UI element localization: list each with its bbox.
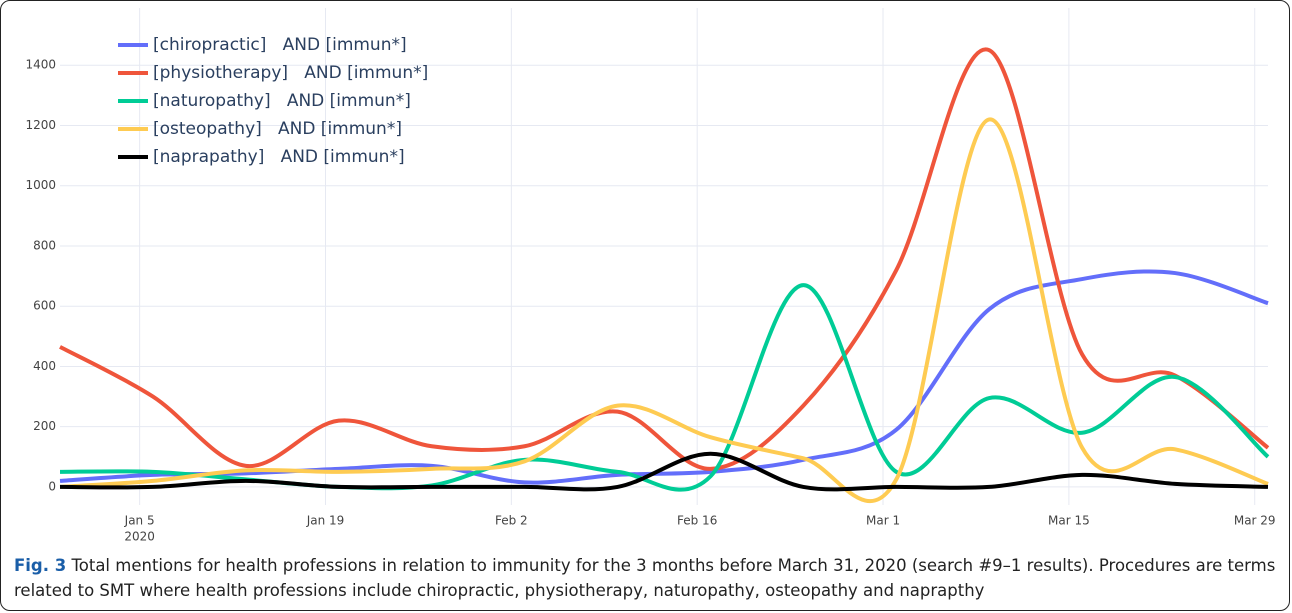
caption-text: Total mentions for health professions in… <box>14 556 1276 600</box>
y-tick-label: 1200 <box>25 118 56 132</box>
y-tick-label: 800 <box>33 238 56 252</box>
y-tick-label: 200 <box>33 419 56 433</box>
legend-text: [osteopathy] AND [immun*] <box>153 119 402 139</box>
series-line <box>59 451 1269 492</box>
caption-label: Fig. 3 <box>14 556 67 575</box>
x-tick-label: Feb 2 <box>495 514 528 528</box>
y-tick-label: 400 <box>33 359 56 373</box>
x-tick-label: Feb 16 <box>677 514 717 528</box>
chart: 0 200 400 600 800 1000 1200 1400 Jan 5 2020 Jan 19… <box>25 8 1276 544</box>
legend-text: [naturopathy] AND [immun*] <box>153 91 411 111</box>
y-tick-label: 1400 <box>25 58 56 72</box>
x-tick-label: Mar 29 <box>1234 514 1276 528</box>
series-line <box>59 283 1270 492</box>
series-line <box>59 117 1269 504</box>
y-tick-label: 0 <box>48 479 56 493</box>
x-tick-sublabel: 2020 <box>124 530 155 544</box>
x-tick-label: Mar 1 <box>866 514 900 528</box>
legend-text: [chiropractic] AND [immun*] <box>153 35 407 55</box>
legend-text: [naprapathy] AND [immun*] <box>153 147 405 167</box>
y-tick-label: 1000 <box>25 178 56 192</box>
caption: Fig. 3 Total mentions for health profess… <box>14 553 1276 603</box>
series-line <box>59 269 1269 485</box>
x-tick-label: Mar 15 <box>1048 514 1090 528</box>
x-tick-label: Jan 5 <box>124 514 155 528</box>
y-tick-label: 600 <box>33 299 56 313</box>
x-tick-label: Jan 19 <box>306 514 345 528</box>
series-line <box>59 47 1270 471</box>
legend-text: [physiotherapy] AND [immun*] <box>153 63 428 83</box>
